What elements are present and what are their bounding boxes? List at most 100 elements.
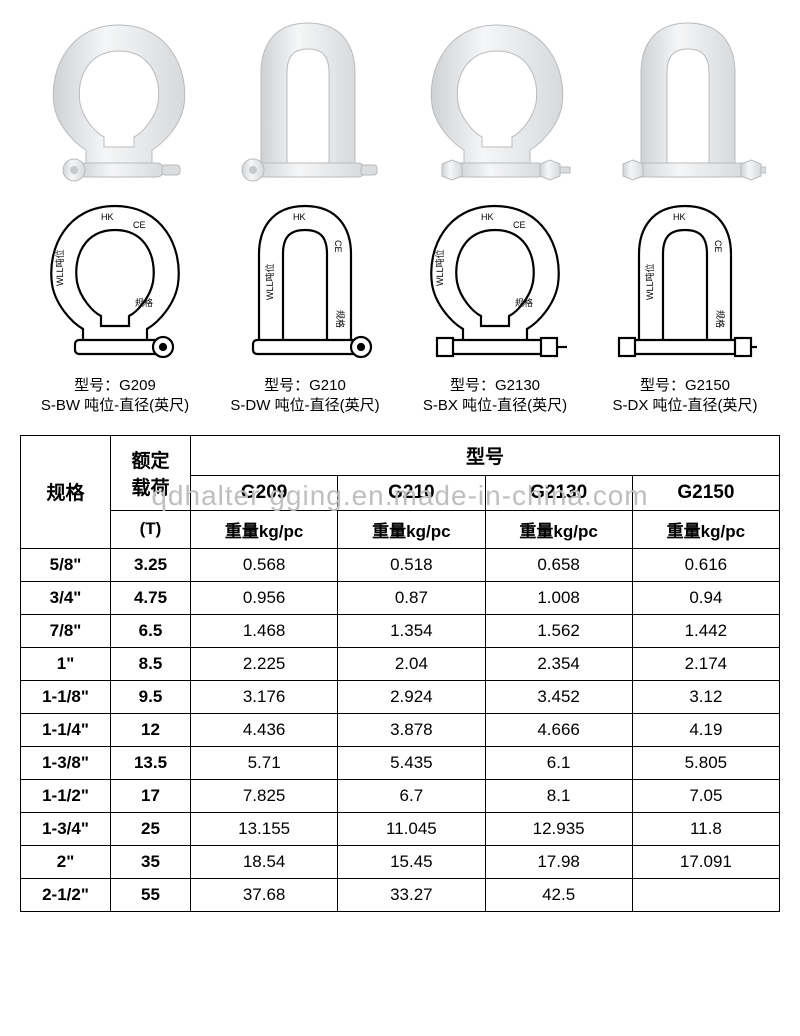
table-cell: 2.924 (338, 680, 485, 713)
table-cell: 1-1/8" (21, 680, 111, 713)
table-cell: 2.174 (632, 647, 779, 680)
table-cell: 7.825 (191, 779, 338, 812)
table-row: 2"3518.5415.4517.9817.091 (21, 845, 780, 878)
th-load-unit: (T) (111, 510, 191, 548)
table-cell: 0.956 (191, 581, 338, 614)
th-weight: 重量kg/pc (191, 510, 338, 548)
svg-text:CE: CE (333, 240, 343, 253)
svg-text:HK: HK (673, 212, 686, 222)
svg-text:CE: CE (713, 240, 723, 253)
table-row: 2-1/2"5537.6833.2742.5 (21, 878, 780, 911)
th-load: 额定载荷 (111, 435, 191, 510)
table-cell: 0.568 (191, 548, 338, 581)
th-weight: 重量kg/pc (632, 510, 779, 548)
svg-text:规格: 规格 (335, 310, 346, 328)
table-cell: 18.54 (191, 845, 338, 878)
table-cell: 3.12 (632, 680, 779, 713)
table-cell: 7/8" (21, 614, 111, 647)
table-cell: 2" (21, 845, 111, 878)
th-model: G210 (338, 475, 485, 510)
table-cell: 11.045 (338, 812, 485, 845)
table-cell: 6.1 (485, 746, 632, 779)
photo-g209 (34, 15, 204, 190)
table-cell: 15.45 (338, 845, 485, 878)
table-cell: 25 (111, 812, 191, 845)
table-cell: 1.008 (485, 581, 632, 614)
table-cell: 2.225 (191, 647, 338, 680)
table-cell: 3.452 (485, 680, 632, 713)
table-cell: 5/8" (21, 548, 111, 581)
table-cell: 35 (111, 845, 191, 878)
table-row: 3/4"4.750.9560.871.0080.94 (21, 581, 780, 614)
table-cell: 8.5 (111, 647, 191, 680)
table-cell: 0.616 (632, 548, 779, 581)
drawing-g210: HK CE WLL吨位 规格 (235, 200, 375, 370)
model-sub: S-BW 吨位-直径(英尺) (41, 396, 189, 416)
table-row: 1-1/2"177.8256.78.17.05 (21, 779, 780, 812)
table-cell: 1.468 (191, 614, 338, 647)
th-model: G2150 (632, 475, 779, 510)
svg-text:HK: HK (293, 212, 306, 222)
table-cell: 1.442 (632, 614, 779, 647)
table-cell: 42.5 (485, 878, 632, 911)
table-cell: 3.25 (111, 548, 191, 581)
drawing-g2150: HK CE WLL吨位 规格 (613, 200, 758, 370)
drawing-g209: HK CE WLL吨位 规格 (35, 200, 195, 370)
svg-text:CE: CE (133, 220, 146, 230)
table-cell: 7.05 (632, 779, 779, 812)
table-row: 7/8"6.51.4681.3541.5621.442 (21, 614, 780, 647)
svg-text:规格: 规格 (715, 310, 726, 328)
svg-text:HK: HK (481, 212, 494, 222)
table-cell: 4.666 (485, 713, 632, 746)
th-model: G209 (191, 475, 338, 510)
table-cell: 1-3/8" (21, 746, 111, 779)
table-cell: 6.7 (338, 779, 485, 812)
table-cell: 11.8 (632, 812, 779, 845)
model-label: 型号：G2130 (423, 376, 567, 396)
th-model-group: 型号 (191, 435, 780, 475)
svg-text:规格: 规格 (135, 297, 153, 308)
table-cell: 4.436 (191, 713, 338, 746)
table-cell: 1-3/4" (21, 812, 111, 845)
table-cell (632, 878, 779, 911)
svg-text:WLL吨位: WLL吨位 (644, 263, 655, 300)
product-photo-row (20, 10, 780, 190)
model-label: 型号：G210 (230, 376, 379, 396)
table-cell: 5.71 (191, 746, 338, 779)
table-cell: 1" (21, 647, 111, 680)
table-row: 1-1/4"124.4363.8784.6664.19 (21, 713, 780, 746)
table-cell: 0.94 (632, 581, 779, 614)
table-row: 1"8.52.2252.042.3542.174 (21, 647, 780, 680)
table-row: 5/8"3.250.5680.5180.6580.616 (21, 548, 780, 581)
model-label: 型号：G2150 (613, 376, 758, 396)
table-cell: 3/4" (21, 581, 111, 614)
drawing-g2130: HK CE WLL吨位 规格 (415, 200, 575, 370)
th-weight: 重量kg/pc (338, 510, 485, 548)
table-cell: 5.805 (632, 746, 779, 779)
table-cell: 3.878 (338, 713, 485, 746)
svg-text:CE: CE (513, 220, 526, 230)
table-cell: 6.5 (111, 614, 191, 647)
table-row: 1-3/8"13.55.715.4356.15.805 (21, 746, 780, 779)
table-cell: 0.518 (338, 548, 485, 581)
table-cell: 1-1/4" (21, 713, 111, 746)
table-cell: 4.19 (632, 713, 779, 746)
spec-table: 规格 额定载荷 型号 G209 G210 G2130 G2150 (T) 重量k… (20, 435, 780, 912)
photo-g2130 (412, 15, 582, 190)
table-cell: 5.435 (338, 746, 485, 779)
line-drawing-row: HK CE WLL吨位 规格 型号：G209 S-BW 吨位-直径(英尺) HK (20, 200, 780, 417)
table-cell: 2.354 (485, 647, 632, 680)
table-cell: 3.176 (191, 680, 338, 713)
table-cell: 2-1/2" (21, 878, 111, 911)
model-sub: S-BX 吨位-直径(英尺) (423, 396, 567, 416)
svg-text:WLL吨位: WLL吨位 (264, 263, 275, 300)
svg-text:规格: 规格 (515, 297, 533, 308)
table-cell: 13.155 (191, 812, 338, 845)
photo-g2150 (611, 15, 766, 190)
th-model: G2130 (485, 475, 632, 510)
model-sub: S-DW 吨位-直径(英尺) (230, 396, 379, 416)
model-sub: S-DX 吨位-直径(英尺) (613, 396, 758, 416)
table-cell: 4.75 (111, 581, 191, 614)
table-cell: 33.27 (338, 878, 485, 911)
svg-text:WLL吨位: WLL吨位 (434, 249, 445, 286)
